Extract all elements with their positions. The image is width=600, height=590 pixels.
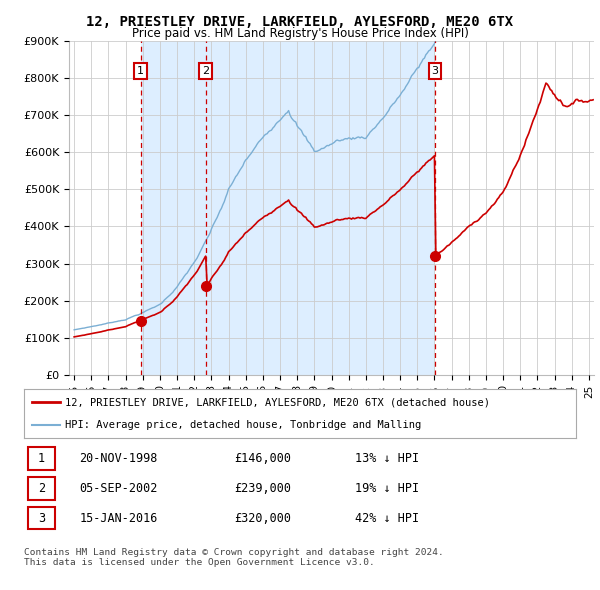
Text: £146,000: £146,000	[234, 452, 291, 465]
Text: Contains HM Land Registry data © Crown copyright and database right 2024.
This d: Contains HM Land Registry data © Crown c…	[24, 548, 444, 567]
Text: 05-SEP-2002: 05-SEP-2002	[79, 482, 158, 495]
Text: 19% ↓ HPI: 19% ↓ HPI	[355, 482, 419, 495]
FancyBboxPatch shape	[28, 447, 55, 470]
Text: 3: 3	[38, 512, 45, 525]
Text: 12, PRIESTLEY DRIVE, LARKFIELD, AYLESFORD, ME20 6TX: 12, PRIESTLEY DRIVE, LARKFIELD, AYLESFOR…	[86, 15, 514, 30]
Bar	[141, 41, 206, 375]
Text: 2: 2	[38, 482, 45, 495]
Text: 13% ↓ HPI: 13% ↓ HPI	[355, 452, 419, 465]
FancyBboxPatch shape	[28, 507, 55, 529]
Text: HPI: Average price, detached house, Tonbridge and Malling: HPI: Average price, detached house, Tonb…	[65, 419, 422, 430]
Text: 1: 1	[137, 66, 144, 76]
Text: Price paid vs. HM Land Registry's House Price Index (HPI): Price paid vs. HM Land Registry's House …	[131, 27, 469, 40]
Text: 2: 2	[202, 66, 209, 76]
Text: 12, PRIESTLEY DRIVE, LARKFIELD, AYLESFORD, ME20 6TX (detached house): 12, PRIESTLEY DRIVE, LARKFIELD, AYLESFOR…	[65, 398, 490, 408]
Text: 20-NOV-1998: 20-NOV-1998	[79, 452, 158, 465]
Text: 42% ↓ HPI: 42% ↓ HPI	[355, 512, 419, 525]
Text: £320,000: £320,000	[234, 512, 291, 525]
FancyBboxPatch shape	[28, 477, 55, 500]
Text: £239,000: £239,000	[234, 482, 291, 495]
Text: 1: 1	[38, 452, 45, 465]
Text: 15-JAN-2016: 15-JAN-2016	[79, 512, 158, 525]
Bar	[206, 41, 435, 375]
Text: 3: 3	[431, 66, 439, 76]
